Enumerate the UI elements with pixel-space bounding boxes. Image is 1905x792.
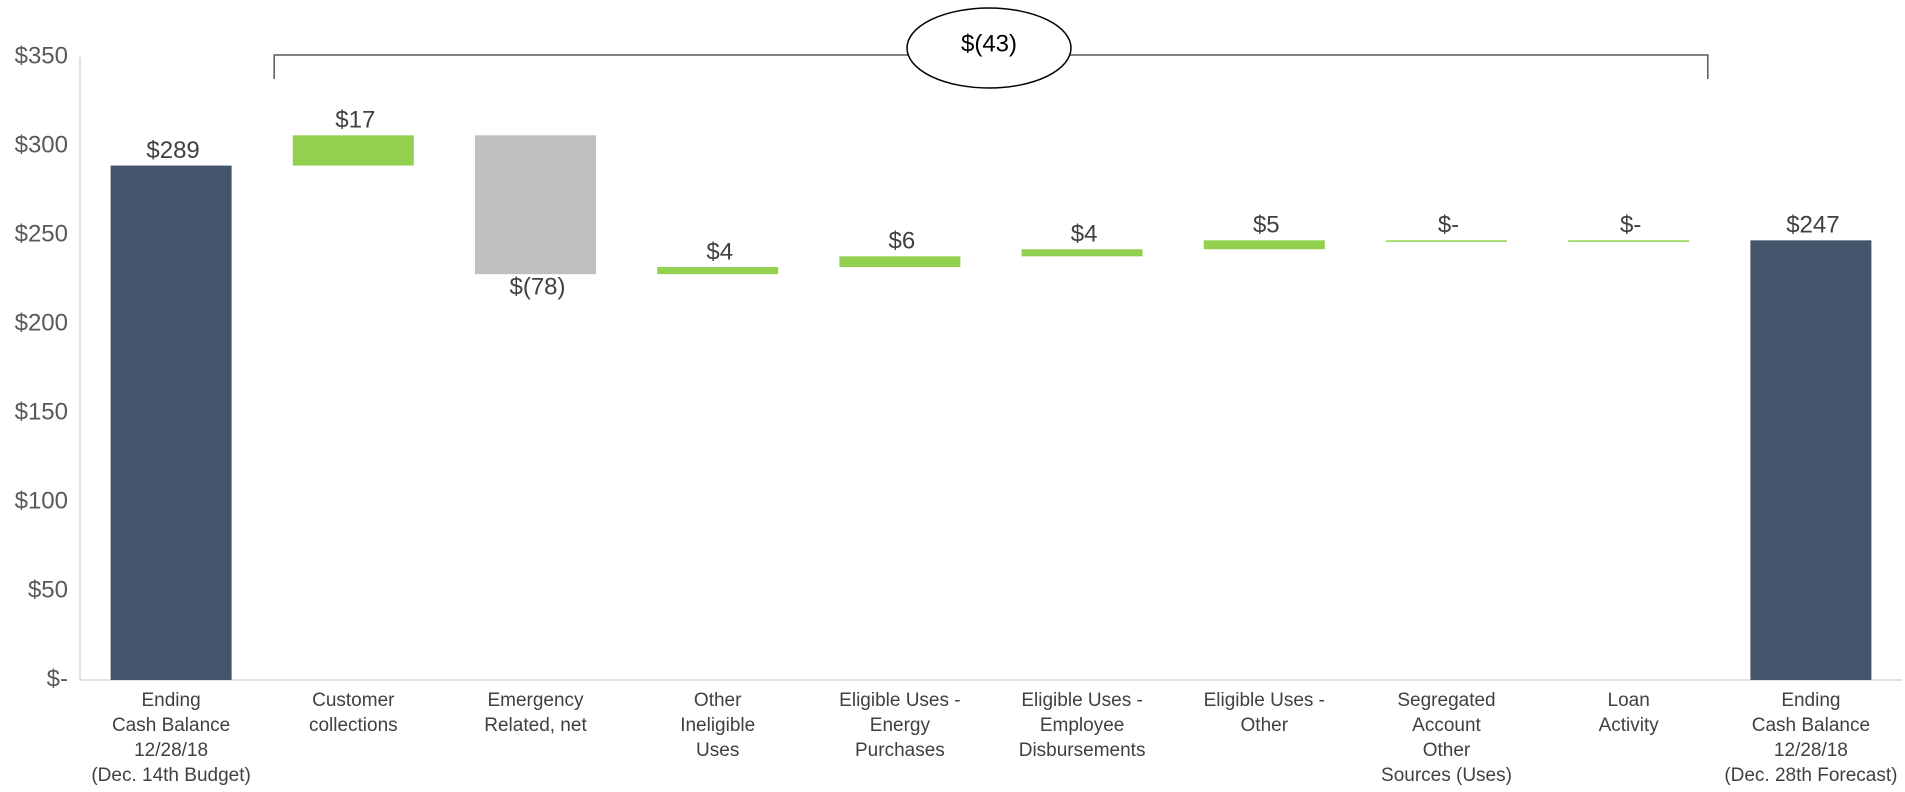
bar-increase [657, 267, 779, 275]
category-label: Eligible Uses - Employee Disbursements [1019, 690, 1146, 761]
y-tick-label: $200 [15, 309, 68, 336]
data-label: $- [1620, 212, 1641, 239]
category-label-line: Sources (Uses) [1381, 765, 1512, 786]
category-label-line: Other [1423, 740, 1471, 761]
data-label: $- [1438, 212, 1459, 239]
category-label-line: (Dec. 14th Budget) [91, 765, 250, 786]
category-label-line: Loan [1608, 690, 1650, 711]
category-label-line: Account [1412, 715, 1481, 736]
category-label-line: Other [1241, 715, 1289, 736]
bar-increase [1568, 240, 1690, 242]
category-label-line: 12/28/18 [1774, 740, 1848, 761]
category-label-line: Eligible Uses - [1204, 690, 1325, 711]
bar-increase [292, 135, 414, 166]
data-label: $289 [146, 137, 199, 164]
y-axis: $- $50 $100 $150 $200 $250 $300 $350 [15, 42, 1902, 692]
category-label-line: Emergency [487, 690, 584, 711]
bar-total [110, 165, 232, 680]
category-label: Segregated Account Other Sources (Uses) [1381, 690, 1512, 786]
category-label-line: collections [309, 715, 398, 736]
y-tick-label: $150 [15, 398, 68, 425]
category-label-line: Customer [312, 690, 395, 711]
y-tick-label: $50 [28, 576, 68, 603]
category-label-line: Ending [1781, 690, 1840, 711]
category-label-line: Cash Balance [1752, 715, 1870, 736]
data-label: $247 [1786, 212, 1839, 239]
category-label: Emergency Related, net [484, 690, 587, 736]
total-change-label: $(43) [961, 30, 1017, 57]
y-tick-label: $250 [15, 220, 68, 247]
category-label-line: Uses [696, 740, 739, 761]
category-label-line: Activity [1599, 715, 1660, 736]
data-label: $4 [1071, 221, 1098, 248]
category-label: Other Ineligible Uses [680, 690, 755, 761]
category-label-line: Other [694, 690, 742, 711]
bar-total [1750, 240, 1872, 680]
category-label: Ending Cash Balance 12/28/18 (Dec. 28th For… [1724, 690, 1897, 786]
category-label-line: Disbursements [1019, 740, 1146, 761]
category-label-line: Energy [870, 715, 931, 736]
category-label: Eligible Uses - Energy Purchases [839, 690, 960, 761]
category-label-line: Segregated [1397, 690, 1495, 711]
category-label-line: (Dec. 28th Forecast) [1724, 765, 1897, 786]
data-label: $(78) [509, 274, 565, 301]
data-labels: $289 $17 $(78) $4 $6 $4 $5 $- $- $247 [146, 107, 1839, 301]
y-tick-label: $350 [15, 42, 68, 69]
category-label-line: Employee [1040, 715, 1125, 736]
bar-increase [1021, 249, 1143, 257]
category-label: Eligible Uses - Other [1204, 690, 1325, 736]
data-label: $5 [1253, 212, 1280, 239]
category-label-line: Eligible Uses - [839, 690, 960, 711]
category-label: Loan Activity [1599, 690, 1660, 736]
category-label-line: Purchases [855, 740, 945, 761]
y-tick-label: $300 [15, 131, 68, 158]
y-tick-label: $100 [15, 487, 68, 514]
category-label-line: Ineligible [680, 715, 755, 736]
total-change-ellipse [906, 7, 1072, 89]
category-label: Customer collections [309, 690, 398, 736]
total-change-annotation: $(43) [273, 7, 1709, 89]
category-label: Ending Cash Balance 12/28/18 (Dec. 14th Bud… [91, 690, 250, 786]
category-labels: Ending Cash Balance 12/28/18 (Dec. 14th Bud… [91, 690, 1897, 786]
data-label: $4 [706, 238, 733, 265]
bar-increase [1203, 240, 1325, 250]
category-label-line: Cash Balance [112, 715, 230, 736]
bar-increase [839, 256, 961, 268]
category-label-line: 12/28/18 [134, 740, 208, 761]
bar-increase [1386, 240, 1507, 242]
y-tick-label: $- [47, 665, 68, 692]
data-label: $6 [889, 228, 916, 255]
category-label-line: Ending [142, 690, 201, 711]
category-label-line: Eligible Uses - [1021, 690, 1142, 711]
data-label: $17 [335, 107, 375, 134]
bar-decrease [475, 135, 596, 275]
category-label-line: Related, net [484, 715, 587, 736]
bars [110, 135, 1872, 680]
